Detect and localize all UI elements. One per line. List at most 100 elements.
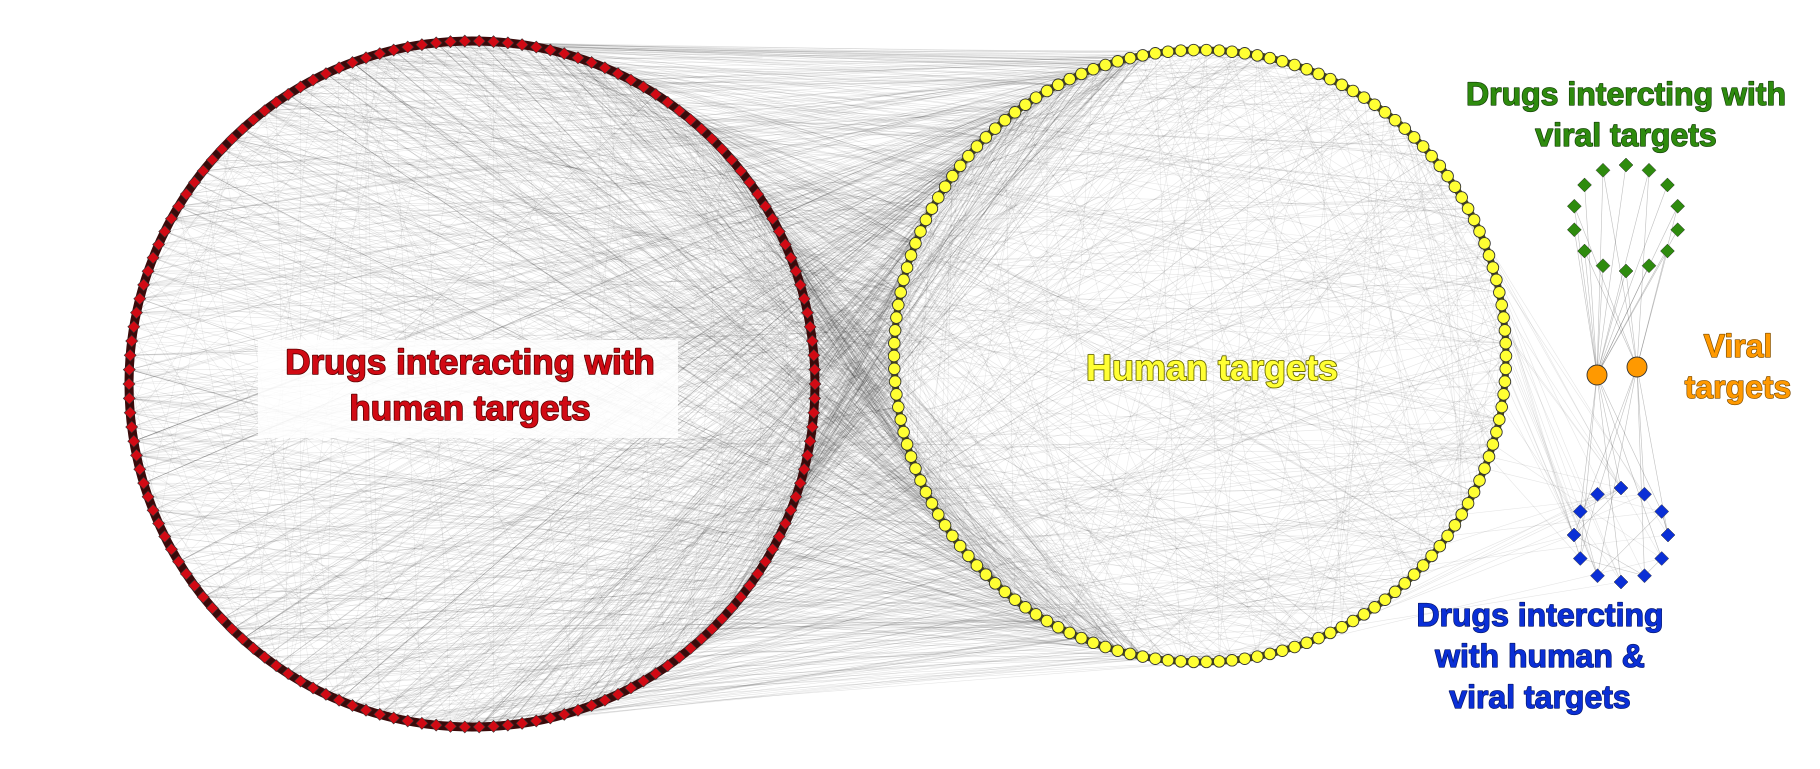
- human-target-node: [1300, 62, 1313, 76]
- interaction-edge: [667, 55, 1143, 666]
- interaction-edge: [178, 53, 1156, 207]
- interaction-edge: [158, 406, 899, 524]
- drug-human-node: [373, 707, 387, 721]
- interaction-edge: [300, 57, 1131, 682]
- human-target-node: [932, 508, 945, 521]
- interaction-edge: [667, 102, 1048, 622]
- interaction-edge: [313, 61, 1118, 81]
- interaction-edge: [521, 44, 953, 537]
- interaction-edge: [1105, 64, 1354, 622]
- interaction-edge: [968, 555, 1375, 608]
- interaction-edge: [1636, 366, 1645, 495]
- human-target-node: [1051, 78, 1065, 92]
- interaction-edge: [1597, 511, 1662, 576]
- interaction-edge: [814, 355, 895, 370]
- interaction-edge: [221, 78, 1070, 150]
- human-target-node: [1490, 273, 1503, 287]
- interaction-edge: [153, 119, 1396, 258]
- interaction-edge: [300, 607, 1026, 682]
- drug-human-node: [236, 122, 249, 136]
- drug-human-node: [743, 579, 756, 593]
- interaction-edge: [288, 599, 1016, 674]
- interaction-edge: [976, 456, 1490, 566]
- interaction-edge: [1454, 186, 1462, 515]
- drug-both-node: [1637, 568, 1652, 584]
- interaction-edge: [478, 57, 1131, 728]
- interaction-edge: [1193, 355, 1507, 663]
- interaction-edge: [903, 97, 1365, 281]
- interaction-edge: [231, 620, 1048, 630]
- interaction-edge: [131, 255, 912, 342]
- drug-human-node: [637, 674, 650, 688]
- interaction-edge: [894, 119, 1396, 331]
- drug-human-node: [793, 278, 807, 292]
- interaction-edge: [300, 456, 912, 682]
- drug-both-node: [1590, 486, 1605, 502]
- interaction-edge: [765, 561, 1094, 644]
- interaction-edge: [212, 431, 904, 609]
- interaction-edge: [1057, 146, 1424, 628]
- interaction-edge: [800, 431, 904, 484]
- interaction-edge: [178, 206, 367, 711]
- drug-human-node: [165, 542, 178, 556]
- drugs-viral-label-line-1: Drugs intercting with: [1466, 76, 1786, 112]
- interaction-edge: [563, 53, 1143, 657]
- human-target-node: [1478, 462, 1491, 475]
- interaction-edge: [148, 431, 904, 498]
- drug-human-node: [281, 667, 295, 681]
- human-target-node: [1200, 655, 1213, 669]
- interaction-edge: [139, 440, 811, 470]
- interaction-edge: [288, 317, 897, 674]
- interaction-edge: [1069, 50, 1194, 633]
- interaction-edge: [804, 469, 939, 515]
- interaction-edge: [147, 271, 480, 728]
- interaction-edge: [300, 86, 1059, 628]
- drug-human-node: [152, 517, 166, 530]
- human-target-node: [1161, 45, 1175, 58]
- human-target-node: [1187, 655, 1200, 669]
- drug-human-node: [319, 687, 333, 701]
- interaction-edge: [1231, 51, 1456, 187]
- interaction-edge: [478, 342, 895, 728]
- interaction-edge: [931, 503, 1448, 537]
- interaction-edge: [231, 419, 901, 630]
- interaction-edge: [814, 383, 1082, 639]
- drug-human-node: [487, 719, 500, 733]
- interaction-edge: [493, 41, 1143, 657]
- interaction-edge: [807, 455, 933, 504]
- drug-human-node: [778, 238, 792, 251]
- interaction-edge: [1257, 55, 1469, 504]
- interaction-edge: [130, 355, 723, 620]
- interaction-edge: [790, 510, 1181, 662]
- interaction-edge: [221, 419, 1500, 620]
- human-target-node: [1276, 55, 1289, 68]
- interaction-edge: [300, 86, 897, 395]
- interaction-edge: [976, 565, 1295, 648]
- interaction-edge: [795, 271, 908, 445]
- interaction-edge: [365, 468, 916, 711]
- human-target-node: [1486, 261, 1500, 274]
- drug-human-node: [611, 687, 625, 701]
- interaction-edge: [643, 57, 1131, 682]
- interaction-edge: [772, 218, 1118, 651]
- interaction-edge: [421, 44, 691, 120]
- interaction-edge: [1501, 406, 1622, 583]
- interaction-edge: [1584, 250, 1598, 376]
- interaction-edge: [139, 469, 1016, 600]
- interaction-edge: [604, 57, 1131, 69]
- interaction-edge: [1574, 229, 1598, 376]
- interaction-edge: [617, 208, 933, 695]
- interaction-edge: [536, 628, 713, 722]
- interaction-edge: [1505, 368, 1575, 536]
- interaction-edge: [1596, 374, 1662, 512]
- interaction-edge: [617, 73, 1506, 344]
- drug-human-node: [130, 448, 143, 462]
- interaction-edge: [1046, 64, 1295, 92]
- interaction-edge: [1573, 366, 1638, 536]
- interaction-edge: [253, 119, 897, 395]
- human-target-node: [1136, 650, 1149, 663]
- drug-human-node: [179, 567, 193, 581]
- interaction-edge: [231, 591, 1005, 630]
- human-target-node: [1123, 647, 1137, 661]
- drug-human-node: [401, 714, 415, 728]
